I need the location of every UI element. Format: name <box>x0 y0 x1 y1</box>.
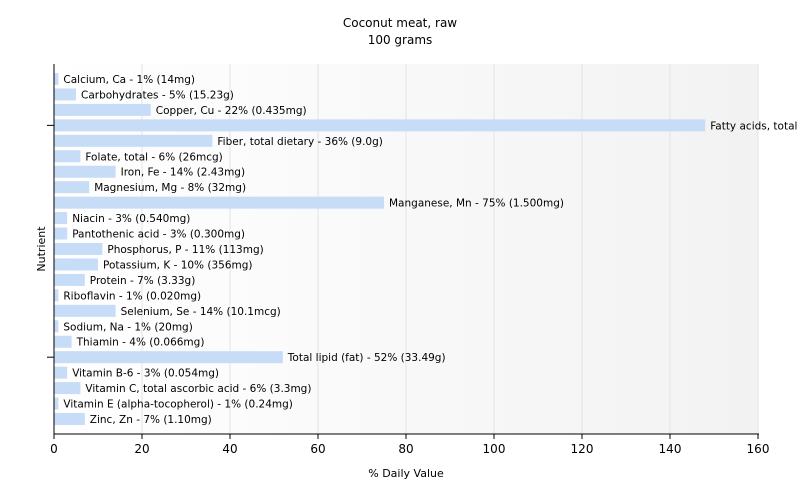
bar <box>54 335 72 348</box>
bar-label: Riboflavin - 1% (0.020mg) <box>63 290 201 302</box>
bar <box>54 150 81 163</box>
bar-label: Niacin - 3% (0.540mg) <box>72 213 190 225</box>
x-tick-label: 80 <box>398 442 413 456</box>
bar-label: Vitamin C, total ascorbic acid - 6% (3.3… <box>85 383 311 395</box>
bar <box>54 196 384 209</box>
chart-title: Coconut meat, raw <box>343 16 457 30</box>
bar-labels: Calcium, Ca - 1% (14mg) Carbohydrates - 5… <box>63 74 800 426</box>
x-tick-label: 100 <box>483 442 506 456</box>
bar <box>54 351 283 364</box>
bar-label: Pantothenic acid - 3% (0.300mg) <box>72 229 245 241</box>
bar <box>54 165 116 178</box>
bar-label: Magnesium, Mg - 8% (32mg) <box>94 182 246 194</box>
bar-label: Fiber, total dietary - 36% (9.0g) <box>217 136 382 148</box>
bar-label: Potassium, K - 10% (356mg) <box>103 259 253 271</box>
axes: 0 20 40 60 80 100 120 140 160 <box>47 64 769 456</box>
bar-label: Protein - 7% (3.33g) <box>90 275 196 287</box>
bar-label: Selenium, Se - 14% (10.1mcg) <box>121 306 281 318</box>
x-tick-label: 120 <box>571 442 594 456</box>
x-tick-label: 140 <box>659 442 682 456</box>
chart-subtitle: 100 grams <box>368 33 433 47</box>
bar <box>54 258 98 271</box>
bar-label: Iron, Fe - 14% (2.43mg) <box>121 167 245 179</box>
bar <box>54 243 103 256</box>
bar <box>54 103 151 116</box>
bar-label: Fatty acids, total saturated - 148% (29.… <box>710 120 800 132</box>
bar <box>54 289 59 302</box>
bar-label: Vitamin E (alpha-tocopherol) - 1% (0.24m… <box>63 399 293 411</box>
bar-label: Manganese, Mn - 75% (1.500mg) <box>389 198 564 210</box>
bar-label: Zinc, Zn - 7% (1.10mg) <box>90 414 212 426</box>
bar-label: Folate, total - 6% (26mcg) <box>85 151 222 163</box>
bar <box>54 227 68 240</box>
x-tick-label: 0 <box>50 442 58 456</box>
bar <box>54 382 81 395</box>
bar <box>54 366 68 379</box>
bar <box>54 73 59 85</box>
x-tick-label: 20 <box>134 442 149 456</box>
bar-label: Calcium, Ca - 1% (14mg) <box>63 74 195 86</box>
bar-label: Vitamin B-6 - 3% (0.054mg) <box>72 368 219 380</box>
x-axis-title: % Daily Value <box>368 467 444 480</box>
bar-label: Carbohydrates - 5% (15.23g) <box>81 89 234 101</box>
x-tick-label: 60 <box>310 442 325 456</box>
bar <box>54 119 706 132</box>
bar-label: Sodium, Na - 1% (20mg) <box>63 321 192 333</box>
y-axis-title: Nutrient <box>35 226 48 272</box>
bar-label: Total lipid (fat) - 52% (33.49g) <box>287 352 446 364</box>
bar-label: Phosphorus, P - 11% (113mg) <box>107 244 263 256</box>
bar-label: Thiamin - 4% (0.066mg) <box>76 337 205 349</box>
bar <box>54 181 90 194</box>
x-tick-label: 160 <box>747 442 770 456</box>
bar <box>54 273 85 286</box>
bar <box>54 397 59 410</box>
bar-label: Copper, Cu - 22% (0.435mg) <box>156 105 307 117</box>
bars <box>54 73 706 426</box>
bar <box>54 212 68 225</box>
bar <box>54 88 76 101</box>
bar <box>54 134 213 147</box>
x-tick-label: 40 <box>222 442 237 456</box>
bar <box>54 413 85 426</box>
bar <box>54 304 116 317</box>
bar <box>54 320 59 333</box>
